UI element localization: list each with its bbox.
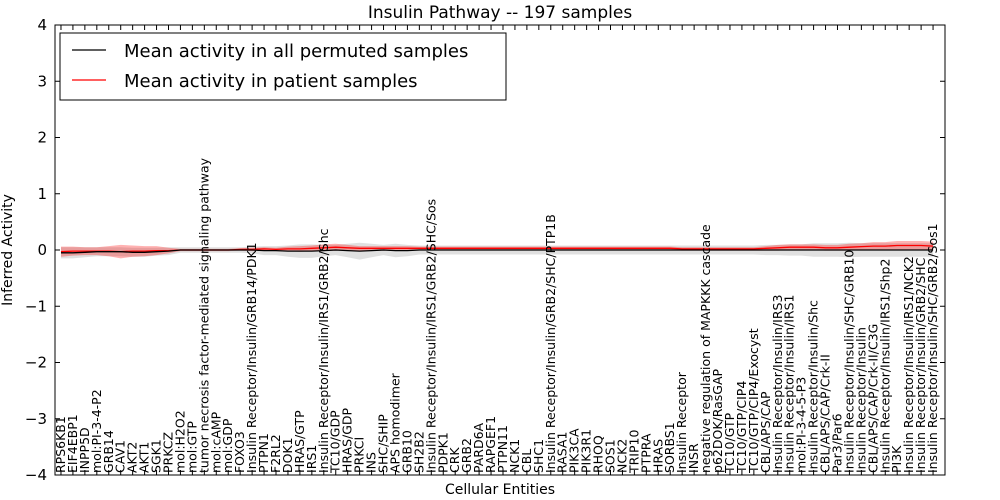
x-tick-label: FOXO3: [232, 431, 247, 473]
x-tick-label: INPP5D: [77, 427, 92, 473]
x-tick-label: PTPN1: [256, 433, 271, 473]
y-tick-label: −2: [25, 354, 47, 372]
x-tick-label: CBL/APS/CAP: [758, 391, 773, 473]
x-tick-label: Insulin Receptor/Insulin/SHC/GRB10: [841, 250, 856, 473]
x-tick-label: CBL/APS/CAP/Crk-II: [818, 354, 833, 473]
plot-frame: [54, 24, 946, 476]
x-tick-label: GRB2: [459, 438, 474, 473]
y-tick-label: 1: [37, 185, 47, 203]
x-tick-label: INS: [364, 452, 379, 473]
legend-box: [59, 32, 507, 101]
y-tick-label: −4: [25, 466, 47, 484]
x-tick-label: PI3K: [889, 445, 904, 473]
x-tick-label: RHOQ: [591, 435, 606, 473]
x-tick-label: mol:GDP: [220, 418, 235, 473]
x-tick-label: EIF4EBP1: [65, 414, 80, 473]
x-tick-label: TRIP10: [626, 430, 641, 474]
x-tick-label: AKT2: [125, 442, 140, 473]
x-tick-label: CRK: [447, 447, 462, 473]
x-tick-label: PARD6A: [471, 422, 486, 473]
x-tick-label: CBL/APS/CAP/Crk-II/C3G: [865, 324, 880, 473]
x-tick-label: SGK1: [149, 439, 164, 473]
x-tick-label: GRB10: [399, 430, 414, 473]
x-tick-label: mol:PI-3-4-P2: [89, 389, 104, 473]
x-tick-label: DOK1: [280, 437, 295, 473]
chart-title: Insulin Pathway -- 197 samples: [368, 3, 633, 23]
x-tick-label: PTPN11: [495, 425, 510, 473]
legend-label-permuted: Mean activity in all permuted samples: [124, 41, 468, 62]
x-tick-label: Par3/Par6: [830, 413, 845, 473]
x-tick-label: RASA1: [555, 432, 570, 473]
x-tick-label: Insulin Receptor: [674, 371, 689, 473]
x-tick-label: PRKCI: [352, 437, 367, 473]
x-axis-label: Cellular Entities: [445, 482, 555, 498]
x-tick-label: mol:cAMP: [208, 411, 223, 473]
band-series-0: [61, 242, 934, 260]
x-tick-label: Insulin Receptor/Insulin: [853, 327, 868, 473]
legend: Mean activity in all permuted samples Me…: [59, 32, 507, 101]
x-tick-label: SH2B2: [411, 431, 426, 473]
y-tick-label: 4: [37, 16, 47, 34]
x-tick-label: mol:H2O2: [172, 410, 187, 473]
y-tick-label: 0: [37, 241, 47, 259]
x-tick-label: PIK3CA: [567, 428, 582, 473]
x-tick-label: SHC1: [531, 439, 546, 473]
y-tick-label: 2: [37, 129, 47, 147]
y-tick-label: 3: [37, 72, 47, 90]
x-tick-label: PTPRA: [638, 433, 653, 473]
x-tick-label: Insulin Receptor/Insulin/Shc: [806, 300, 821, 473]
x-tick-label: SORBS1: [662, 422, 677, 473]
x-tick-labels: RPS6KB1EIF4EBP1INPP5Dmol:PI-3-4-P2GRB14C…: [53, 157, 940, 474]
x-tick-label: Insulin Receptor/Insulin/IRS1: [782, 295, 797, 473]
x-tick-label: NCK2: [614, 439, 629, 473]
x-tick-label: INSR: [686, 443, 701, 473]
y-tick-label: −3: [25, 410, 47, 428]
x-tick-label: CBL: [519, 449, 534, 473]
x-tick-label: RPS6KB1: [53, 416, 68, 473]
x-tick-label: tumor necrosis factor-mediated signaling…: [196, 157, 211, 473]
x-tick-label: TC10/GTP/CIP4: [734, 381, 749, 474]
x-tick-label: negative regulation of MAPKKK cascade: [698, 224, 713, 473]
x-tick-label: CAV1: [113, 440, 128, 473]
x-tick-label: PDPK1: [435, 432, 450, 473]
x-tick-label: NCK1: [507, 439, 522, 473]
y-axis: −4 −3 −2 −1 0 1 2 3 4: [25, 16, 945, 484]
x-tick-label: HRAS: [650, 439, 665, 473]
x-tick-label: Insulin Receptor/Insulin/IRS1/NCK2: [901, 256, 916, 473]
x-tick-label: TC10/GTP: [722, 412, 737, 474]
x-tick-label: HRAS/GDP: [340, 407, 355, 473]
x-tick-label: F2RL2: [268, 434, 283, 473]
y-tick-label: −1: [25, 297, 47, 315]
x-tick-label: TC10/GDP: [328, 410, 343, 474]
x-tick-label: PIK3R1: [579, 429, 594, 473]
x-tick-label: RAPGEF1: [483, 416, 498, 473]
x-tick-label: SOS1: [603, 439, 618, 473]
series-lines: [60, 244, 934, 254]
x-tick-label: SHC/SHIP: [376, 414, 391, 473]
x-tick-label: Insulin Receptor/Insulin/SHC/GRB2/Sos1: [925, 223, 940, 473]
x-tick-label: HRAS/GTP: [292, 410, 307, 473]
x-tick-label: TC10/GTP/CIP4/Exocyst: [746, 328, 761, 474]
line-series-0: [61, 249, 934, 254]
x-tick-label: Insulin Receptor/Insulin/GRB2/SHC: [913, 257, 928, 473]
legend-label-patient: Mean activity in patient samples: [124, 71, 418, 92]
x-tick-label: Insulin Receptor/Insulin/IRS1/GRB2/Shc: [316, 228, 331, 473]
x-axis-ticks: [60, 25, 934, 475]
x-tick-label: AKT1: [137, 442, 152, 473]
x-tick-label: Insulin Receptor/Insulin/IRS3: [770, 295, 785, 473]
y-axis-label: Inferred Activity: [0, 194, 16, 306]
x-tick-label: Insulin Receptor/Insulin/IRS1/Shp2: [877, 259, 892, 473]
x-tick-label: GRB14: [101, 430, 116, 473]
x-tick-label: mol:PI-3-4-5-P3: [794, 377, 809, 473]
x-tick-label: PRKCZ: [161, 432, 176, 473]
x-tick-label: mol:GTP: [184, 421, 199, 473]
x-tick-label: IRS1: [304, 445, 319, 473]
x-tick-label: Insulin Receptor/Insulin/GRB2/SHC/PTP1B: [543, 214, 558, 473]
x-tick-label: APS homodimer: [388, 372, 403, 473]
x-tick-label: p62DOK/RasGAP: [710, 368, 725, 473]
x-tick-label: Insulin Receptor/Insulin/IRS1/GRB2/SHC/S…: [423, 199, 438, 473]
x-tick-label: Insulin Receptor/Insulin/GRB14/PDK1: [244, 242, 259, 473]
